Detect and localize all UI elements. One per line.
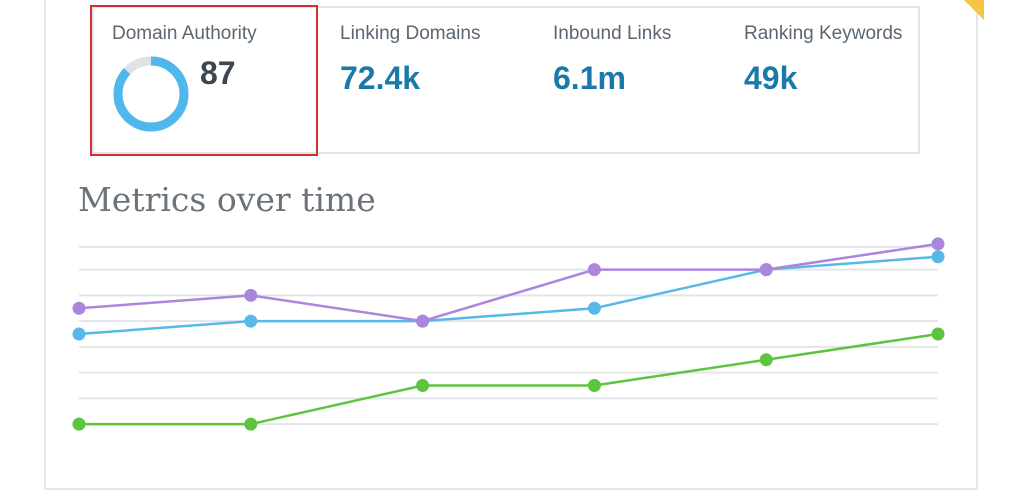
- stat-linking-domains[interactable]: Linking Domains 72.4k: [318, 8, 534, 152]
- data-point[interactable]: [587, 263, 601, 277]
- data-point[interactable]: [72, 301, 86, 315]
- data-point[interactable]: [759, 353, 773, 367]
- stat-label-domain-authority: Domain Authority: [112, 23, 257, 44]
- data-point[interactable]: [587, 379, 601, 392]
- series-line-1: [78, 255, 939, 336]
- stat-domain-authority[interactable]: Domain Authority: [94, 8, 318, 152]
- stat-label-linking-domains: Linking Domains: [340, 23, 481, 44]
- data-point[interactable]: [72, 417, 86, 431]
- data-point[interactable]: [931, 237, 945, 251]
- domain-authority-donut: [113, 56, 189, 132]
- data-point[interactable]: [587, 301, 601, 315]
- stat-value-inbound-links: 6.1m: [553, 60, 626, 96]
- data-point[interactable]: [931, 250, 945, 264]
- series-line-0: [78, 242, 939, 323]
- data-point[interactable]: [416, 314, 430, 328]
- corner-ribbon: [958, 0, 984, 20]
- stats-panel: Domain Authority Linking Domains 72.4k I…: [92, 6, 920, 154]
- chart-title: Metrics over time: [78, 180, 376, 219]
- data-point[interactable]: [244, 417, 258, 431]
- data-point[interactable]: [72, 327, 86, 341]
- stat-ranking-keywords[interactable]: Ranking Keywords 49k: [726, 8, 916, 152]
- series-line-2: [79, 332, 939, 426]
- stat-label-ranking-keywords: Ranking Keywords: [744, 23, 903, 44]
- data-point[interactable]: [244, 314, 258, 328]
- donut-fill: [113, 56, 189, 132]
- stat-value-domain-authority: 87: [200, 55, 236, 91]
- stat-value-ranking-keywords: 49k: [744, 60, 798, 96]
- stat-value-linking-domains: 72.4k: [340, 60, 421, 96]
- data-point[interactable]: [931, 327, 945, 341]
- data-point[interactable]: [244, 288, 258, 302]
- data-point[interactable]: [759, 263, 773, 277]
- metrics-card: [44, 0, 978, 490]
- stat-inbound-links[interactable]: Inbound Links 6.1m: [534, 8, 726, 152]
- data-point[interactable]: [416, 379, 430, 392]
- stat-label-inbound-links: Inbound Links: [553, 23, 672, 44]
